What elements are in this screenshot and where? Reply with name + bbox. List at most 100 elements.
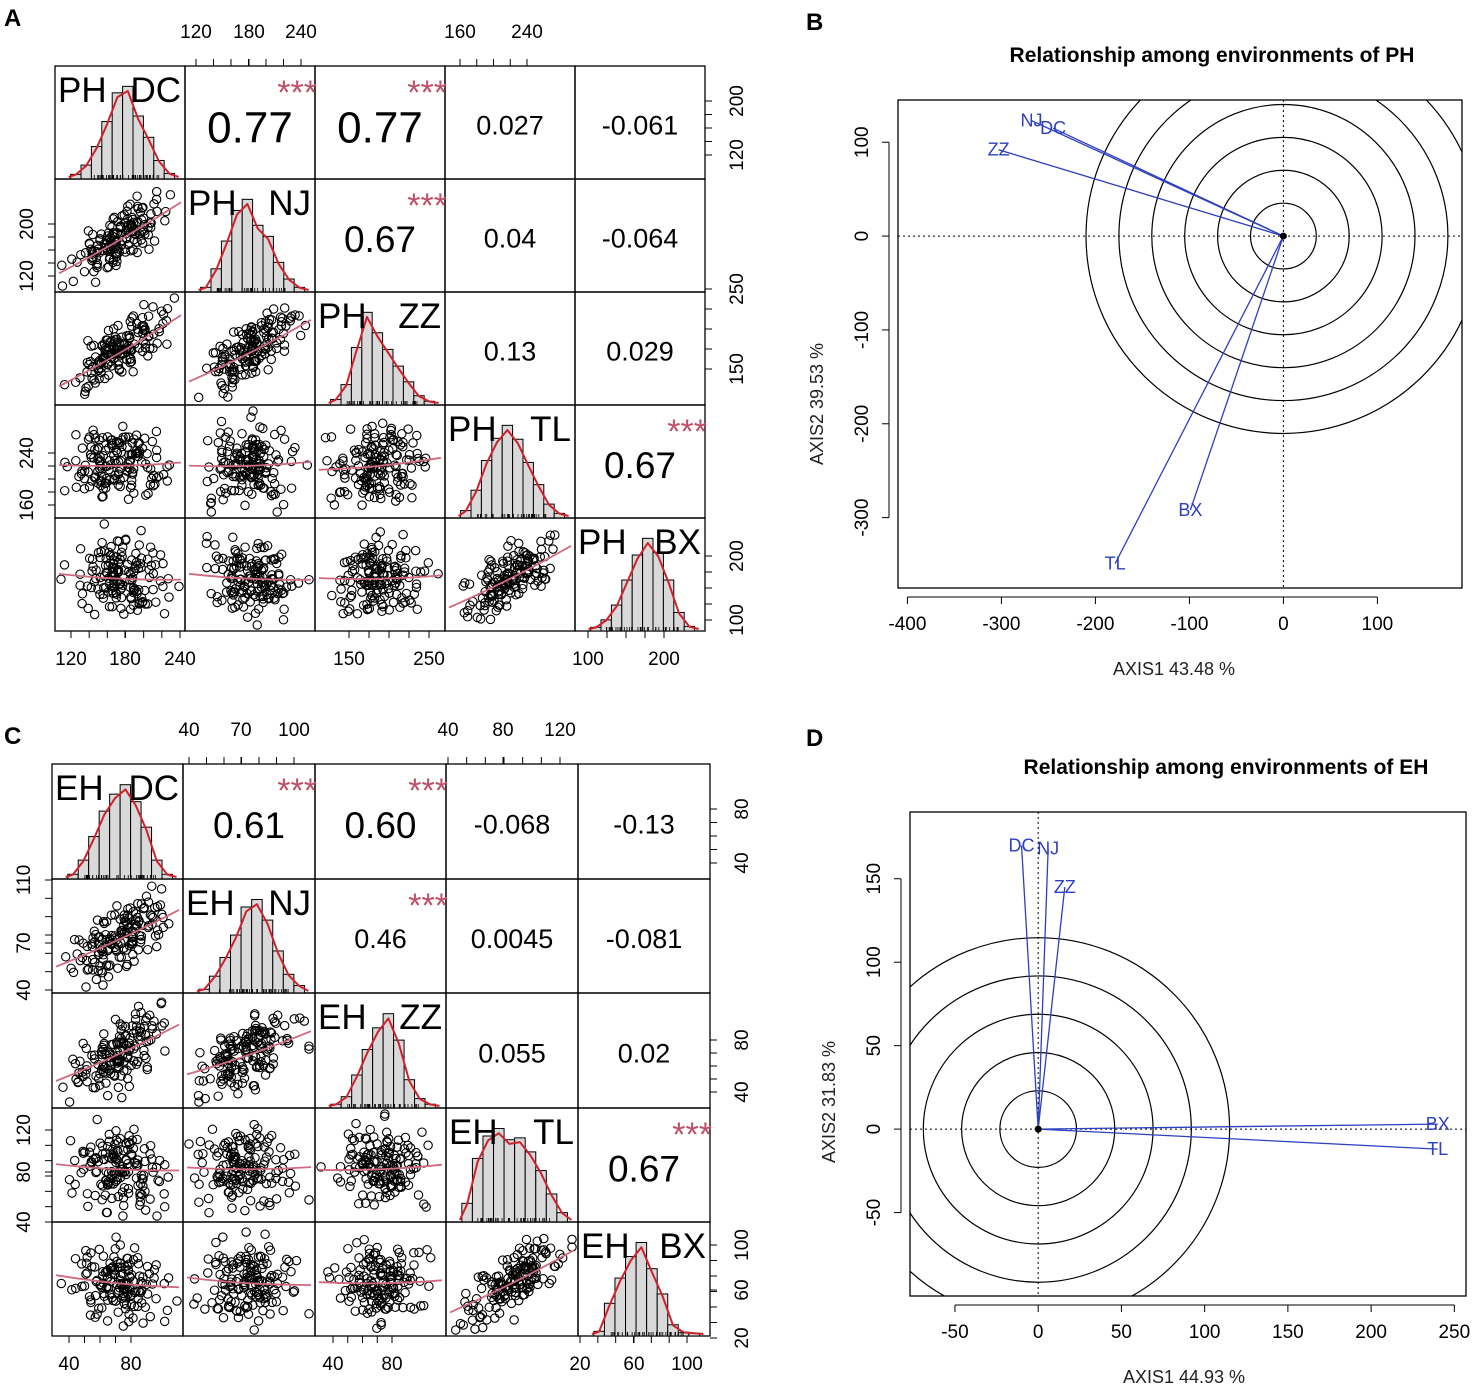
scatter-point — [210, 1257, 221, 1268]
scatter-point — [272, 507, 282, 517]
scatter-point — [538, 1274, 548, 1284]
scatter-point — [268, 1059, 278, 1069]
scatter-point — [278, 615, 289, 625]
scatter-point — [229, 1081, 240, 1092]
scatter-point — [244, 1242, 254, 1253]
scatter-point — [262, 1291, 272, 1302]
scatter-point — [215, 341, 225, 352]
scatter-point — [357, 500, 367, 510]
scatter-point — [241, 440, 251, 450]
scatter-point — [110, 1014, 121, 1025]
scatter-point — [70, 1253, 81, 1264]
scatter-point — [375, 1301, 386, 1311]
scatter-point — [375, 489, 385, 500]
x-tick-label: 100 — [1189, 1322, 1221, 1343]
scatter-point — [255, 1165, 266, 1176]
scatter-point — [73, 1077, 83, 1087]
scatter-point — [375, 1257, 385, 1268]
scatter-point — [203, 1268, 213, 1278]
scatter-point — [128, 949, 138, 960]
scatter-point — [455, 1318, 466, 1329]
scatter-point — [125, 357, 135, 368]
scatter-point — [107, 601, 117, 612]
scatter-point — [92, 258, 103, 269]
scatter-point — [262, 1258, 272, 1269]
scatter-point — [254, 1040, 264, 1050]
scatter-point — [126, 1270, 137, 1280]
scatter-point — [101, 1078, 111, 1088]
scatter-point — [409, 589, 420, 599]
scatter-point — [81, 1269, 91, 1279]
scatter-point — [83, 1201, 93, 1212]
scatter-point — [111, 1157, 121, 1168]
scatter-point — [194, 1197, 204, 1207]
scatter-point — [227, 1175, 238, 1185]
scatter-point — [77, 443, 88, 453]
scatter-point — [425, 1252, 436, 1263]
scatter-point — [361, 560, 371, 570]
scatter-point — [86, 1297, 96, 1308]
correlation-value: 0.46 — [354, 924, 407, 954]
scatter-point — [151, 1293, 161, 1304]
scatter-point — [384, 487, 395, 498]
histogram-bar — [351, 1074, 363, 1109]
scatter-point — [131, 560, 141, 571]
scatter-point — [212, 597, 222, 608]
scatter-point — [375, 470, 386, 481]
scatter-point — [96, 229, 107, 239]
scatter-point — [258, 451, 269, 462]
scatter-point — [257, 441, 267, 452]
scatter-point — [122, 331, 132, 341]
scatter-point — [89, 1054, 100, 1064]
tick-label: 120 — [727, 139, 748, 171]
scatter-point — [151, 473, 162, 483]
y-tick-label: 0 — [852, 231, 873, 242]
scatter-point — [423, 558, 434, 568]
scatter-point — [213, 1091, 223, 1101]
correlation-value: -0.13 — [613, 810, 675, 840]
scatter-point — [126, 321, 137, 331]
scatter-point — [265, 1273, 275, 1283]
scatter-point — [502, 1261, 513, 1271]
scatter-point — [487, 597, 497, 608]
tick-label: 120 — [180, 22, 212, 43]
scatter-point — [244, 356, 255, 367]
scatter-point — [145, 910, 156, 920]
scatter-point — [206, 493, 217, 504]
scatter-point — [391, 461, 401, 472]
scatter-point — [459, 608, 470, 618]
scatter-point — [260, 467, 271, 477]
scatter-point — [360, 485, 370, 496]
environment-label: NJ — [1037, 839, 1059, 859]
scatter-point — [381, 553, 392, 564]
scatter-point — [224, 1187, 234, 1197]
scatter-point — [238, 337, 249, 348]
scatter-point — [360, 438, 371, 448]
scatter-point — [105, 960, 115, 970]
scatter-point — [121, 916, 131, 927]
scatter-point — [145, 542, 156, 552]
scatter-point — [279, 1020, 290, 1031]
scatter-point — [132, 201, 143, 212]
tick-label: 150 — [727, 353, 748, 385]
scatter-point — [269, 593, 279, 603]
scatter-point — [87, 1262, 97, 1272]
scatter-point — [118, 421, 128, 432]
scatter-point — [281, 1254, 292, 1265]
scatter-point — [89, 609, 100, 620]
tick-label: 40 — [178, 720, 199, 741]
scatter-point — [57, 260, 67, 271]
scatter-point — [131, 557, 142, 568]
scatter-point — [373, 469, 384, 479]
chart-title: Relationship among environments of EH — [1024, 756, 1429, 779]
scatter-point — [243, 1295, 253, 1305]
scatter-point — [360, 452, 370, 463]
scatter-point — [118, 1200, 129, 1211]
scatter-point — [256, 542, 266, 553]
scatter-point — [144, 572, 155, 583]
scatter-point — [365, 459, 376, 470]
scatter-point — [393, 472, 403, 483]
scatter-point — [421, 1202, 431, 1212]
scatter-point — [221, 587, 232, 597]
scatter-point — [276, 425, 286, 436]
